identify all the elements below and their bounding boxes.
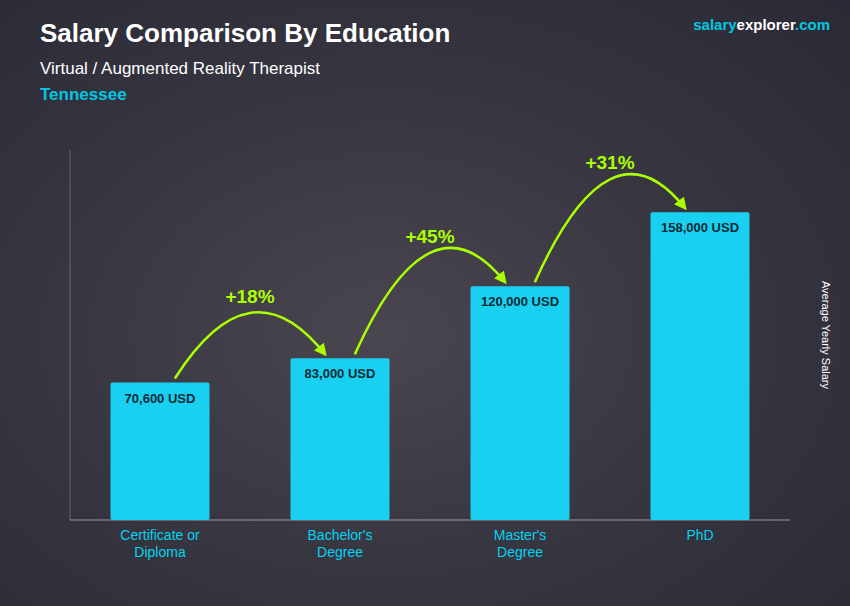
- x-tick-label: Master'sDegree: [494, 527, 546, 560]
- x-tick-label: PhD: [686, 527, 713, 543]
- bar: [471, 286, 570, 520]
- chart: Salary Comparison By Education Virtual / …: [0, 0, 850, 606]
- brand-part: .com: [795, 16, 830, 33]
- bar: [111, 383, 210, 520]
- x-tick-label-line: PhD: [686, 527, 713, 543]
- data-label: 83,000 USD: [305, 366, 376, 381]
- data-label: 70,600 USD: [125, 391, 196, 406]
- change-arrow: [535, 174, 685, 282]
- x-tick-label: Certificate orDiploma: [120, 527, 200, 560]
- x-tick-label-line: Diploma: [134, 544, 186, 560]
- change-label: +18%: [225, 286, 274, 307]
- x-tick-label-line: Bachelor's: [308, 527, 373, 543]
- title: Salary Comparison By Education: [40, 18, 450, 48]
- x-tick-label-line: Master's: [494, 527, 546, 543]
- data-label: 158,000 USD: [661, 220, 739, 235]
- bars: [111, 212, 750, 520]
- y-axis-label: Average Yearly Salary: [820, 281, 832, 390]
- change-label: +45%: [405, 226, 454, 247]
- x-tick-label: Bachelor'sDegree: [308, 527, 373, 560]
- change-label: +31%: [585, 152, 634, 173]
- brand: salaryexplorer.com: [693, 16, 830, 33]
- bar: [291, 358, 390, 520]
- x-tick-label-line: Certificate or: [120, 527, 200, 543]
- location: Tennessee: [40, 85, 127, 104]
- change-arrow: [355, 248, 505, 354]
- brand-part: salary: [693, 16, 737, 33]
- data-label: 120,000 USD: [481, 294, 559, 309]
- x-tick-label-line: Degree: [317, 544, 363, 560]
- subtitle: Virtual / Augmented Reality Therapist: [40, 59, 320, 78]
- y-axis-line: [70, 150, 71, 520]
- brand-part: explorer: [737, 16, 796, 33]
- bar: [651, 212, 750, 520]
- change-arrow: [175, 312, 325, 378]
- x-tick-label-line: Degree: [497, 544, 543, 560]
